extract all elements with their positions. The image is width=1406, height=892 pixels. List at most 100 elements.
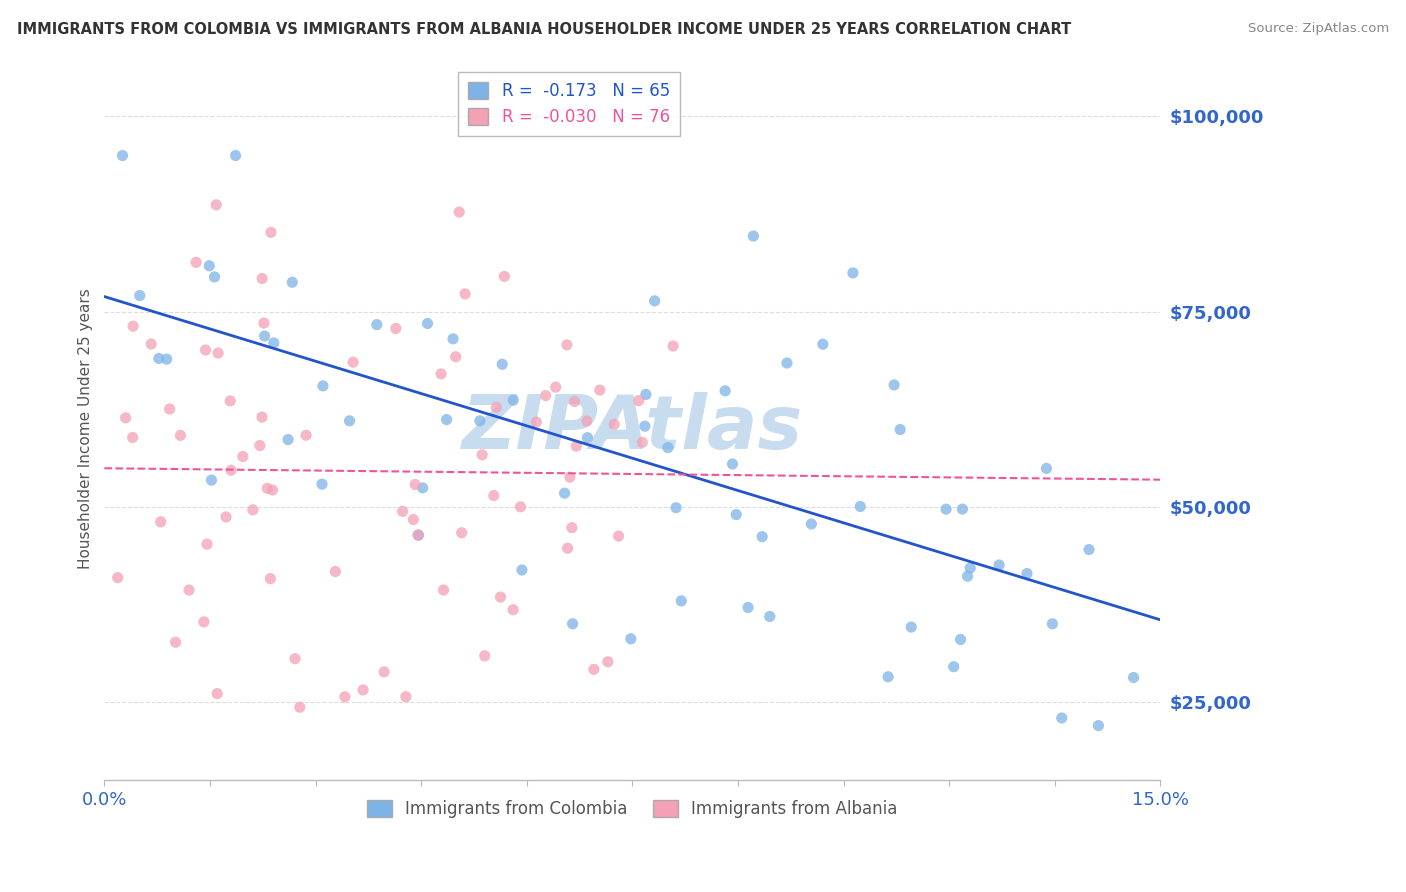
Point xyxy=(165,635,187,649)
Point xyxy=(339,414,361,428)
Point xyxy=(107,571,129,585)
Point xyxy=(800,516,823,531)
Point xyxy=(406,528,429,542)
Point xyxy=(485,401,508,415)
Point xyxy=(959,561,981,575)
Point xyxy=(564,394,586,409)
Point xyxy=(714,384,737,398)
Point xyxy=(281,275,304,289)
Point xyxy=(408,528,430,542)
Point xyxy=(671,594,693,608)
Point xyxy=(342,355,364,369)
Point xyxy=(603,417,626,432)
Point xyxy=(333,690,356,704)
Point xyxy=(644,293,666,308)
Point xyxy=(416,317,439,331)
Point xyxy=(620,632,643,646)
Point xyxy=(449,205,471,219)
Point xyxy=(776,356,799,370)
Point xyxy=(111,148,134,162)
Point xyxy=(288,700,311,714)
Point xyxy=(889,423,911,437)
Point xyxy=(554,486,576,500)
Point xyxy=(883,378,905,392)
Point xyxy=(956,569,979,583)
Point xyxy=(256,481,278,495)
Point xyxy=(582,662,605,676)
Point xyxy=(450,525,472,540)
Point xyxy=(758,609,780,624)
Point xyxy=(156,352,179,367)
Point xyxy=(373,665,395,679)
Point xyxy=(1087,718,1109,732)
Point xyxy=(561,616,583,631)
Point xyxy=(1040,616,1063,631)
Point xyxy=(742,229,765,244)
Point xyxy=(128,288,150,302)
Point xyxy=(555,338,578,352)
Point xyxy=(277,433,299,447)
Point xyxy=(502,393,524,408)
Point xyxy=(849,500,872,514)
Point xyxy=(149,515,172,529)
Point xyxy=(1035,461,1057,475)
Point xyxy=(352,682,374,697)
Point xyxy=(295,428,318,442)
Point xyxy=(215,510,238,524)
Point xyxy=(205,687,228,701)
Point xyxy=(430,367,453,381)
Point xyxy=(811,337,834,351)
Point xyxy=(404,477,426,491)
Point xyxy=(366,318,388,332)
Point xyxy=(198,259,221,273)
Point xyxy=(877,670,900,684)
Point xyxy=(262,483,284,497)
Point xyxy=(575,414,598,428)
Point xyxy=(432,582,454,597)
Point xyxy=(311,477,333,491)
Point xyxy=(657,441,679,455)
Point xyxy=(141,337,163,351)
Point xyxy=(900,620,922,634)
Point xyxy=(952,502,974,516)
Point xyxy=(250,410,273,425)
Point xyxy=(557,541,579,556)
Point xyxy=(177,583,200,598)
Legend: Immigrants from Colombia, Immigrants from Albania: Immigrants from Colombia, Immigrants fro… xyxy=(360,793,904,825)
Point xyxy=(502,603,524,617)
Point xyxy=(260,225,283,239)
Text: Source: ZipAtlas.com: Source: ZipAtlas.com xyxy=(1249,22,1389,36)
Point xyxy=(988,558,1011,572)
Point xyxy=(561,521,583,535)
Point xyxy=(114,410,136,425)
Point xyxy=(534,389,557,403)
Point xyxy=(721,457,744,471)
Point xyxy=(474,648,496,663)
Point xyxy=(253,316,276,330)
Point xyxy=(576,431,599,445)
Point xyxy=(194,343,217,357)
Text: ZIPAtlas: ZIPAtlas xyxy=(461,392,803,466)
Point xyxy=(1122,671,1144,685)
Point xyxy=(391,504,413,518)
Point xyxy=(494,269,516,284)
Point xyxy=(225,148,247,162)
Point xyxy=(249,438,271,452)
Point xyxy=(596,655,619,669)
Point xyxy=(524,415,547,429)
Point xyxy=(312,379,335,393)
Point xyxy=(1015,566,1038,581)
Point xyxy=(385,321,408,335)
Point xyxy=(491,357,513,371)
Point xyxy=(942,659,965,673)
Point xyxy=(284,651,307,665)
Point xyxy=(1050,711,1073,725)
Point xyxy=(232,450,254,464)
Point xyxy=(589,383,612,397)
Point xyxy=(627,393,650,408)
Point xyxy=(250,271,273,285)
Point xyxy=(263,335,285,350)
Point xyxy=(444,350,467,364)
Point xyxy=(219,393,242,408)
Point xyxy=(200,473,222,487)
